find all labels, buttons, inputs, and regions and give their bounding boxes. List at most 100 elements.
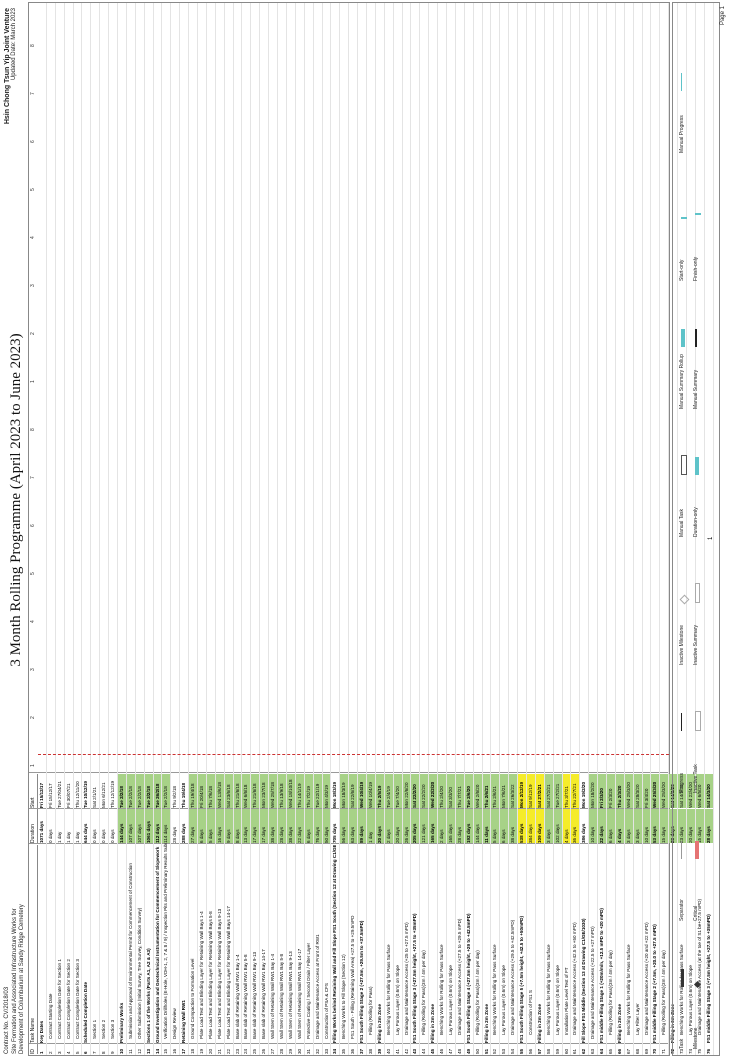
table-row[interactable]: 68 Lay Filter Layer 3 days Sat 28/3/20 <box>633 3 643 1055</box>
table-row[interactable]: 45 Filling in 2m Zone 165 days Wed 22/2/20 <box>429 3 439 1055</box>
table-row[interactable]: 61 Drainage and Maintenance Access (+42.5… <box>571 3 581 1055</box>
row-start: Thu 21/6/18 <box>251 774 260 808</box>
row-task-name: Wall Stem of Retaining Wall RW1 Bay 5-8 <box>279 953 285 1039</box>
table-row[interactable]: 23 Base slab of Retaining Wall RW1 Bay 1-… <box>233 3 243 1055</box>
table-row[interactable]: 18 Ground Compaction to Formation Level 27… <box>189 3 199 1055</box>
table-row[interactable]: 35 Benching Works to Fill Slope (Section … <box>340 3 350 1055</box>
table-row[interactable]: 28 Wall Stem of Retaining Wall RW1 Bay 5-… <box>278 3 287 1055</box>
table-row[interactable]: 56 Construction of FS1 S 384 days Sat 9/12/… <box>526 3 536 1055</box>
table-row[interactable]: 46 Benching Works for Rolling for Pass Su… <box>438 3 447 1055</box>
table-row[interactable]: 57 Filling in 2m Zone 109 days Sat 27/2/21 <box>535 3 545 1055</box>
table-row[interactable]: 8 Section 2 0 days Mon 6/12/21 <box>100 3 110 1055</box>
row-start: Thu 13/9/18 <box>278 774 286 808</box>
table-row[interactable]: 42 Drainage and Maintenance Access (+25 t… <box>402 3 412 1055</box>
table-row[interactable]: 59 Lay Porous Layer (0.6m) on Slope 102 da… <box>553 3 563 1055</box>
table-row[interactable]: 14 Ground Investigation and Geotechnical … <box>153 3 163 1055</box>
table-row[interactable]: 50 Filling (Rolling for Pass)(3m / 4m per… <box>473 3 483 1055</box>
row-duration: 1071 days <box>39 821 44 843</box>
table-row[interactable]: 19 Plate Load Test and Blinding Layer for… <box>198 3 207 1055</box>
row-duration: 38 days <box>286 809 295 843</box>
table-row[interactable]: 63 Drainage and Maintenance Access (+22.5… <box>589 3 599 1055</box>
table-row[interactable]: 52 Benching Works for Rolling for Pass Su… <box>491 3 501 1055</box>
row-task-name: Lay Porous Layer (0.6m) on Slope <box>394 965 400 1035</box>
row-task-name: Section 3 <box>110 1019 116 1039</box>
row-duration: 10 days <box>589 809 598 843</box>
table-row[interactable]: 36 FS1 South - Filling (Retaining Wall Ar… <box>349 3 359 1055</box>
row-id: 48 <box>456 1048 462 1054</box>
table-row[interactable]: 44 Filling (Rolling for Pass)(3m / 4m per… <box>420 3 430 1055</box>
table-row[interactable]: 48 Drainage and Maintenance Access (+27.5… <box>455 3 465 1055</box>
table-row[interactable]: 2 Contract Starting Date 0 days Fri 15/12/1… <box>46 3 56 1055</box>
table-row[interactable]: 12 Other Submission (Initial Survey, Tree… <box>135 3 145 1055</box>
table-row[interactable]: 30 Wall Stem of Retaining Wall RW1 Bay 14… <box>295 3 305 1055</box>
table-row[interactable]: 38 Filling (Rolling for Pass) 1 day Wed 10/… <box>366 3 376 1055</box>
table-row[interactable]: 64 FS1 middle Filling Stage 1 (+20m/m/n, … <box>598 3 607 1055</box>
row-task-name: Filling in 2m Zone <box>430 1003 436 1043</box>
row-id: 70 <box>652 1048 658 1054</box>
table-row[interactable]: 29 Wall Stem of Retaining Wall RW1 Bay 9-… <box>286 3 296 1055</box>
table-row[interactable]: 15 Verification Drillholes (E-Hole, VDH-1… <box>162 3 172 1055</box>
table-row[interactable]: 54 Drainage and Maintenance Access (+29.5… <box>509 3 519 1055</box>
row-duration: 50 days <box>322 809 331 843</box>
table-row[interactable]: 9 Section 3 0 days Thu 12/12/19 <box>109 3 119 1055</box>
table-row[interactable]: 20 Plate Load Test and Blinding Layer for… <box>206 3 216 1055</box>
row-duration: 38 days <box>509 809 518 843</box>
table-row[interactable]: 11 Submission and Approval of Environment… <box>126 3 136 1055</box>
table-row[interactable]: 32 Drainage and Maintenance Access at Fro… <box>313 3 323 1055</box>
table-row[interactable]: 22 Plate Load Test and Blinding Layer for… <box>224 3 234 1055</box>
table-row[interactable]: 58 Benching Works for Rolling for Pass Su… <box>544 3 554 1055</box>
table-row[interactable]: 62 Fill Slope FS1 Middle (Section 13 at D… <box>580 3 590 1055</box>
table-row[interactable]: 26 Base slab of Retaining Wall RW1 Bay 14… <box>260 3 270 1055</box>
table-row[interactable]: 6 Scheduled Completion Date 644 days Tue 10… <box>82 3 92 1055</box>
table-row[interactable]: 33 Construction of PSA & CFS 50 days Mon 4/… <box>322 3 332 1055</box>
row-task-name: Drainage and Maintenance Access (+29.5 t… <box>510 919 516 1035</box>
table-row[interactable]: 27 Wall Stem of Retaining Wall RW1 Bay 1-… <box>269 3 279 1055</box>
table-row[interactable]: 41 Lay Porous Layer (0.6m) on Slope 20 day… <box>393 3 403 1055</box>
table-row[interactable]: 55 FS1 South Filling Stage 5 (+7.5m heigh… <box>518 3 527 1055</box>
row-task-name: Construction of PSA & CFS <box>323 983 329 1039</box>
table-row[interactable]: 10 Preliminary Works 144 days Tue 2/2/18 <box>118 3 127 1055</box>
table-row[interactable]: 70 FS1 middle Filling Stage 2 (+7.5m, +20… <box>651 3 661 1055</box>
table-row[interactable]: 31 Protective Coating / Second Drain / Fi… <box>304 3 314 1055</box>
table-row[interactable]: 40 Benching Works for Rolling for Pass Su… <box>384 3 394 1055</box>
table-row[interactable]: 13 Sections 1 of the Works (Parts A1, A2 … <box>144 3 154 1055</box>
table-row[interactable]: 60 Installation Plate Level Test of FT 4 d… <box>562 3 572 1055</box>
table-row[interactable]: 47 Lay Porous Layer (0.6m) on Slope 165 da… <box>446 3 456 1055</box>
table-row[interactable]: 65 Filling (Rolling for Pass)(3m / 4m per… <box>607 3 616 1055</box>
row-start: Mon 7/6/21 <box>500 774 509 808</box>
table-row[interactable]: 4 Contract Completion Date for Section 2 1… <box>64 3 74 1055</box>
table-row[interactable]: 3 Contract Completion Date for Section 1 1… <box>55 3 65 1055</box>
table-row[interactable]: 5 Contract Completion Date for Section 3 1… <box>73 3 83 1055</box>
legend-label: Manual Summary Rollup <box>679 354 685 409</box>
table-row[interactable]: 24 Base slab of Retaining Wall RW1 Bay 5-… <box>242 3 252 1055</box>
page-number: 1 <box>708 536 714 540</box>
row-id: 64 <box>599 1048 605 1054</box>
table-row[interactable]: 69 Drainage and Maintenance Access (+20 a… <box>642 3 652 1055</box>
table-row[interactable]: 53 Lay Porous Layer (0.6m) on Slope 6 days… <box>500 3 510 1055</box>
row-id: 53 <box>501 1048 507 1054</box>
table-row[interactable]: 7 Section 1 0 days Sat 2/1/21 <box>91 3 101 1055</box>
row-start: Sat 3/3/20 <box>446 774 455 808</box>
table-row[interactable]: 37 FS1 South Filling Stage 2 (+27.5m, +29… <box>358 3 367 1055</box>
row-task-name: Protective Coating / Second Drain / Filt… <box>305 942 311 1039</box>
table-row[interactable]: 66 Filling in 2m Zone 4 days Thu 2/3/20 <box>615 3 625 1055</box>
table-row[interactable]: 34 Filling Works behind Retaining Wall an… <box>331 3 341 1055</box>
table-row[interactable]: 16 Design Review 28 days Thu 9/2/18 <box>171 3 181 1055</box>
row-duration: 20 days <box>393 809 402 843</box>
row-task-name: Lay Filter Layer <box>634 1003 640 1035</box>
table-row[interactable]: 67 Benching Works for Rolling for Pass Su… <box>624 3 634 1055</box>
row-id: 3 <box>56 1051 62 1054</box>
table-row[interactable]: 51 Filling in 2m Zone 11 days Thu 2/6/21 <box>482 3 492 1055</box>
table-row[interactable]: 21 Plate Load Test and Blinding Layer for… <box>215 3 225 1055</box>
row-duration: 9 days <box>224 809 233 843</box>
table-row[interactable]: 39 Filling in 2m Zone 20 days Thu 2/5/19 <box>375 3 385 1055</box>
table-row[interactable]: 71 Filling (Rolling for Pass)(3m / 4m per… <box>660 3 670 1055</box>
row-task-name: Filling (Rolling for Pass)(3m / 4m per d… <box>474 950 480 1035</box>
table-row[interactable]: 1 Key Dates 1071 days Fri 15/12/17 <box>38 3 47 1055</box>
table-row[interactable]: 25 Base slab of Retaining Wall RW1 Bay 9-… <box>251 3 261 1055</box>
row-start: Mon 18/2/20 <box>589 774 598 808</box>
table-row[interactable]: 43 FS1 South Filling Stage 3 (+27.5m heig… <box>411 3 421 1055</box>
table-row[interactable]: 49 FS1 South Filling Stage 4 (+27.5m heig… <box>464 3 474 1055</box>
row-task-name: Verification Drillholes (E-Hole, VDH-1, … <box>163 841 169 1039</box>
table-row[interactable]: 17 Retaining Wall RW1 288 days Thu 19/4/18 <box>180 3 190 1055</box>
